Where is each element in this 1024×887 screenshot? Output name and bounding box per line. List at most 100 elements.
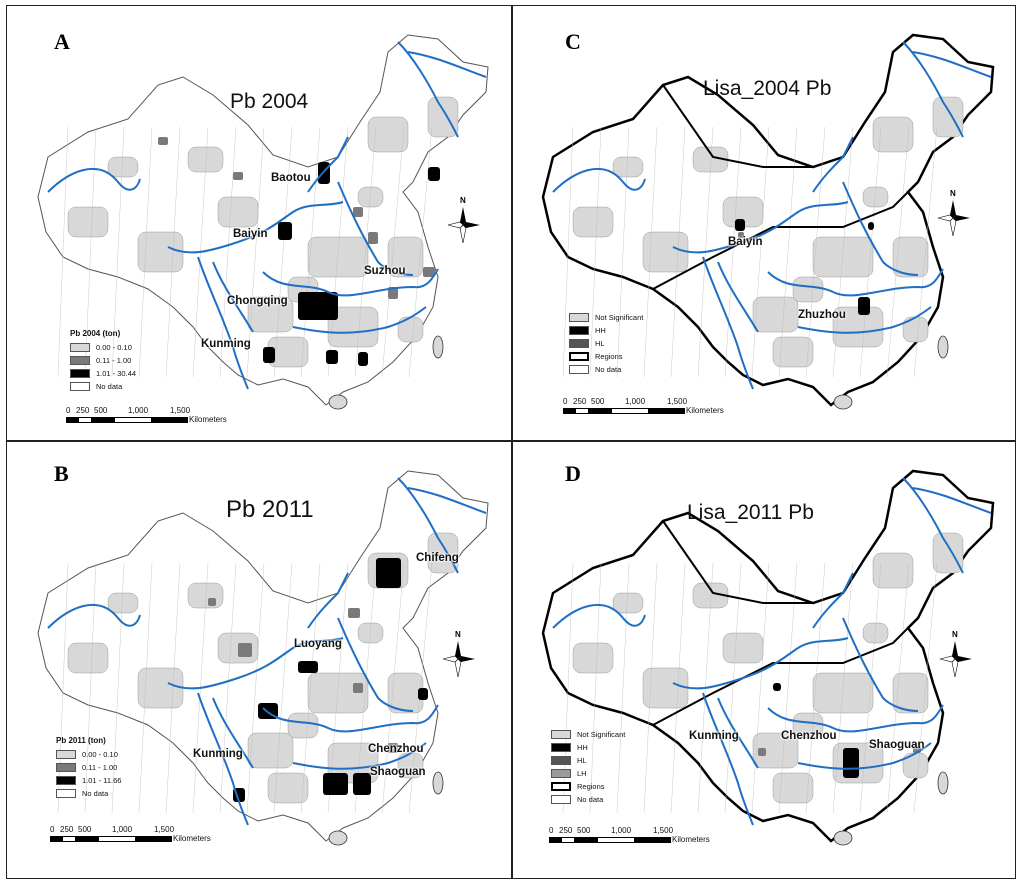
china-map: [541, 33, 995, 410]
scale-bar-graphic: [549, 837, 671, 843]
low-value-region: [67, 206, 109, 238]
panel-label: A: [54, 29, 70, 54]
hainan-island: [833, 394, 853, 410]
city-label: Kunming: [689, 730, 739, 742]
low-value-region: [572, 206, 614, 238]
river: [262, 704, 439, 733]
map-legend: Not Significant HH HL LH Regions No data: [551, 728, 625, 806]
mid-value-region: [388, 743, 398, 753]
low-value-region: [612, 156, 644, 178]
north-arrow-icon: N: [446, 196, 486, 244]
river: [717, 697, 759, 769]
scale-tick-label: 1,500: [154, 825, 175, 834]
scale-tick-label: 500: [591, 397, 605, 406]
scale-unit: Kilometers: [686, 406, 724, 415]
region-boundary: [662, 520, 813, 604]
river: [47, 167, 141, 193]
mid-value-region: [353, 207, 363, 217]
high-value-region: [843, 748, 859, 778]
scale-tick-label: 500: [94, 406, 108, 415]
scale-tick-label: 250: [559, 826, 573, 835]
county-border: [616, 562, 630, 814]
legend-swatch: [569, 326, 589, 335]
river: [842, 617, 919, 712]
map-panel-b: B Pb 2011 Chifeng Luoyang Kunming Chenzh…: [8, 443, 511, 876]
high-value-region: [428, 167, 440, 181]
river: [337, 181, 414, 276]
river: [397, 41, 459, 138]
high-value-region: [418, 688, 428, 700]
county-border: [724, 126, 742, 378]
city-label: Luoyang: [294, 638, 342, 650]
legend-item: HL: [551, 754, 625, 767]
county-border: [751, 562, 770, 814]
county-border: [643, 126, 658, 378]
county-border: [751, 126, 770, 378]
hainan-island: [328, 830, 348, 846]
county-border: [670, 562, 686, 814]
legend-label: Regions: [595, 352, 623, 361]
county-border: [300, 562, 321, 814]
low-value-region: [612, 592, 644, 614]
region-boundary: [652, 181, 919, 290]
low-value-region: [862, 186, 889, 208]
legend-item: 0.11 - 1.00: [56, 761, 121, 774]
mid-value-region: [158, 137, 168, 145]
legend-item: Regions: [569, 350, 643, 363]
taiwan-island: [432, 771, 444, 795]
legend-item: No data: [569, 363, 643, 376]
low-value-region: [792, 276, 824, 303]
county-border: [724, 562, 742, 814]
river: [812, 572, 854, 629]
county-border: [643, 562, 658, 814]
county-border: [832, 562, 854, 814]
scale-unit: Kilometers: [173, 834, 211, 843]
scale-tick-label: 1,000: [625, 397, 646, 406]
city-label: Kunming: [201, 338, 251, 350]
scale-tick-label: 0: [66, 406, 71, 415]
legend-item: Not Significant: [569, 311, 643, 324]
county-border: [354, 126, 377, 378]
county-border: [327, 126, 349, 378]
city-label: Chongqing: [227, 295, 288, 307]
legend-swatch: [569, 339, 589, 348]
map-legend: Pb 2004 (ton) 0.00 - 0.10 0.11 - 1.00 1.01 …: [70, 329, 136, 393]
river: [212, 261, 254, 333]
scale-tick-label: 1,000: [112, 825, 133, 834]
scale-bar-graphic: [50, 836, 172, 842]
high-value-region: [326, 350, 338, 364]
county-border: [165, 126, 181, 378]
high-value-region: [868, 222, 874, 230]
low-value-region: [872, 552, 914, 589]
legend-swatch: [551, 756, 571, 765]
legend-swatch: [551, 743, 571, 752]
legend-label: No data: [96, 382, 123, 391]
city-label: Shaoguan: [370, 766, 426, 778]
high-value-region: [858, 297, 870, 315]
low-value-region: [772, 336, 814, 368]
low-value-region: [357, 186, 384, 208]
legend-label: HL: [595, 339, 605, 348]
river: [167, 637, 344, 690]
river: [407, 487, 487, 514]
north-label: N: [950, 189, 956, 198]
river: [797, 742, 932, 770]
low-value-region: [247, 732, 294, 769]
river: [702, 256, 754, 390]
county-border: [381, 126, 405, 378]
panel-label: D: [565, 461, 581, 486]
legend-swatch: [551, 782, 571, 791]
legend-swatch: [551, 769, 571, 778]
legend-swatch: [70, 356, 90, 365]
scale-tick-label: 1,500: [653, 826, 674, 835]
legend-swatch: [56, 776, 76, 785]
legend-item: HH: [551, 741, 625, 754]
mid-value-region: [738, 232, 744, 238]
taiwan-island: [937, 771, 949, 795]
low-value-region: [862, 622, 889, 644]
scale-unit: Kilometers: [189, 415, 227, 424]
high-value-region: [353, 773, 371, 795]
legend-label: No data: [577, 795, 604, 804]
low-value-region: [357, 622, 384, 644]
compass-rose-icon: [937, 200, 970, 237]
